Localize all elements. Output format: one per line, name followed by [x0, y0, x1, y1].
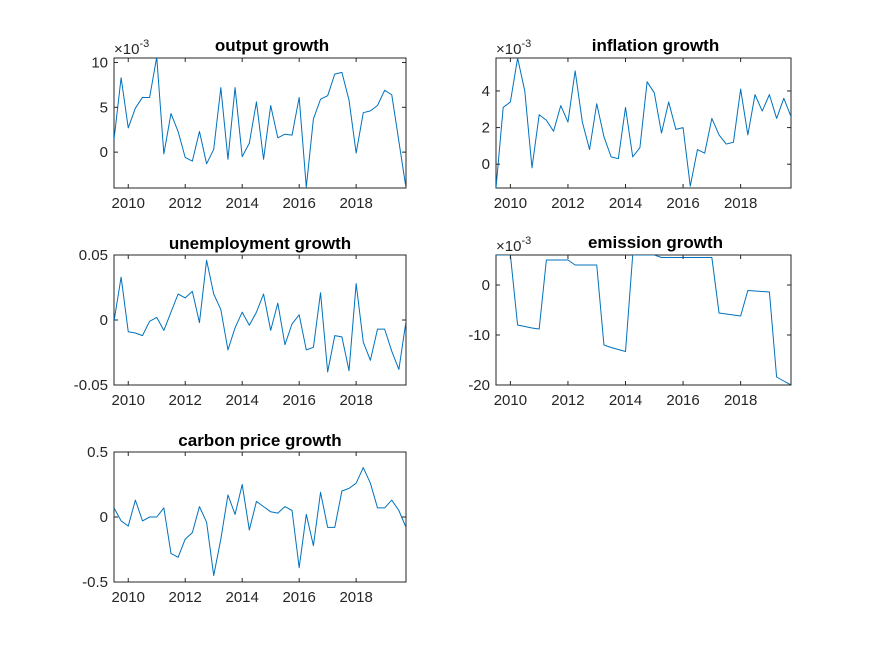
y-tick-label: 0.05: [79, 247, 108, 264]
panel-emission: 2010 2012 2014 2016 2018 -20 -10 0 emission grow…: [468, 233, 792, 409]
x-tick-label: 2014: [226, 195, 259, 212]
y-tick-label: 4: [482, 83, 490, 100]
exponent-power: -3: [521, 38, 531, 50]
x-tick-label: 2012: [169, 589, 202, 606]
exponent-power: -3: [521, 235, 531, 247]
x-tick-label: 2016: [666, 195, 699, 212]
exponent-base: ×10: [496, 41, 521, 58]
x-tick-label: 2014: [609, 195, 642, 212]
y-tick-label: -20: [468, 377, 490, 394]
series-line-emission: [496, 255, 791, 385]
x-tick-label: 2012: [169, 195, 202, 212]
exponent-label: ×10-3: [496, 235, 531, 255]
x-tick-label: 2010: [494, 195, 527, 212]
series-line-inflation: [496, 58, 791, 188]
y-tick-label: 0: [100, 312, 108, 329]
panel-output: 2010 2012 2014 2016 2018 0 5 10 output growth ×10…: [91, 36, 407, 212]
x-tick-label: 2010: [494, 392, 527, 409]
x-tick-label: 2012: [169, 392, 202, 409]
x-tick-label: 2014: [226, 392, 259, 409]
panel-inflation: 2010 2012 2014 2016 2018 0 2 4 inflation growth ×…: [482, 36, 792, 212]
x-tick-label: 2010: [112, 195, 145, 212]
y-tick-label: 0: [482, 277, 490, 294]
panel-unemployment: 2010 2012 2014 2016 2018 -0.05 0 0.05 unemployme…: [74, 234, 407, 409]
x-tick-label: 2012: [551, 195, 584, 212]
x-tick-label: 2014: [609, 392, 642, 409]
exponent-power: -3: [139, 38, 149, 50]
exponent-base: ×10: [496, 238, 521, 255]
y-tick-label: -10: [468, 327, 490, 344]
axes-box-output: [113, 57, 407, 189]
axes-box-inflation: [495, 57, 792, 189]
y-tick-label: 0: [482, 156, 490, 173]
x-tick-label: 2016: [666, 392, 699, 409]
y-tick-label: 0.5: [87, 444, 108, 461]
exponent-label: ×10-3: [114, 38, 149, 58]
series-line-carbon-price: [114, 467, 406, 576]
y-tick-label: 0: [100, 144, 108, 161]
x-tick-label: 2016: [282, 195, 315, 212]
x-tick-label: 2018: [724, 195, 757, 212]
y-tick-label: 10: [91, 54, 108, 71]
x-tick-label: 2018: [724, 392, 757, 409]
chart-title: output growth: [215, 36, 329, 55]
x-tick-label: 2018: [339, 195, 372, 212]
chart-title: emission growth: [588, 233, 723, 252]
series-line-output: [114, 58, 406, 188]
x-tick-label: 2018: [339, 392, 372, 409]
y-tick-label: 0: [100, 509, 108, 526]
y-tick-label: 2: [482, 120, 490, 137]
x-tick-label: 2014: [226, 589, 259, 606]
series-line-unemployment: [114, 259, 406, 373]
x-tick-label: 2018: [339, 589, 372, 606]
x-tick-label: 2016: [282, 392, 315, 409]
panel-carbon-price: 2010 2012 2014 2016 2018 -0.5 0 0.5 carbon price…: [82, 431, 407, 606]
x-tick-label: 2010: [112, 392, 145, 409]
x-tick-label: 2016: [282, 589, 315, 606]
exponent-label: ×10-3: [496, 38, 531, 58]
chart-title: carbon price growth: [178, 431, 341, 450]
chart-title: inflation growth: [592, 36, 719, 55]
x-tick-label: 2010: [112, 589, 145, 606]
x-tick-label: 2012: [551, 392, 584, 409]
exponent-base: ×10: [114, 41, 139, 58]
y-tick-label: 5: [100, 99, 108, 116]
chart-title: unemployment growth: [169, 234, 351, 253]
y-tick-label: -0.05: [74, 377, 108, 394]
y-tick-label: -0.5: [82, 574, 108, 591]
